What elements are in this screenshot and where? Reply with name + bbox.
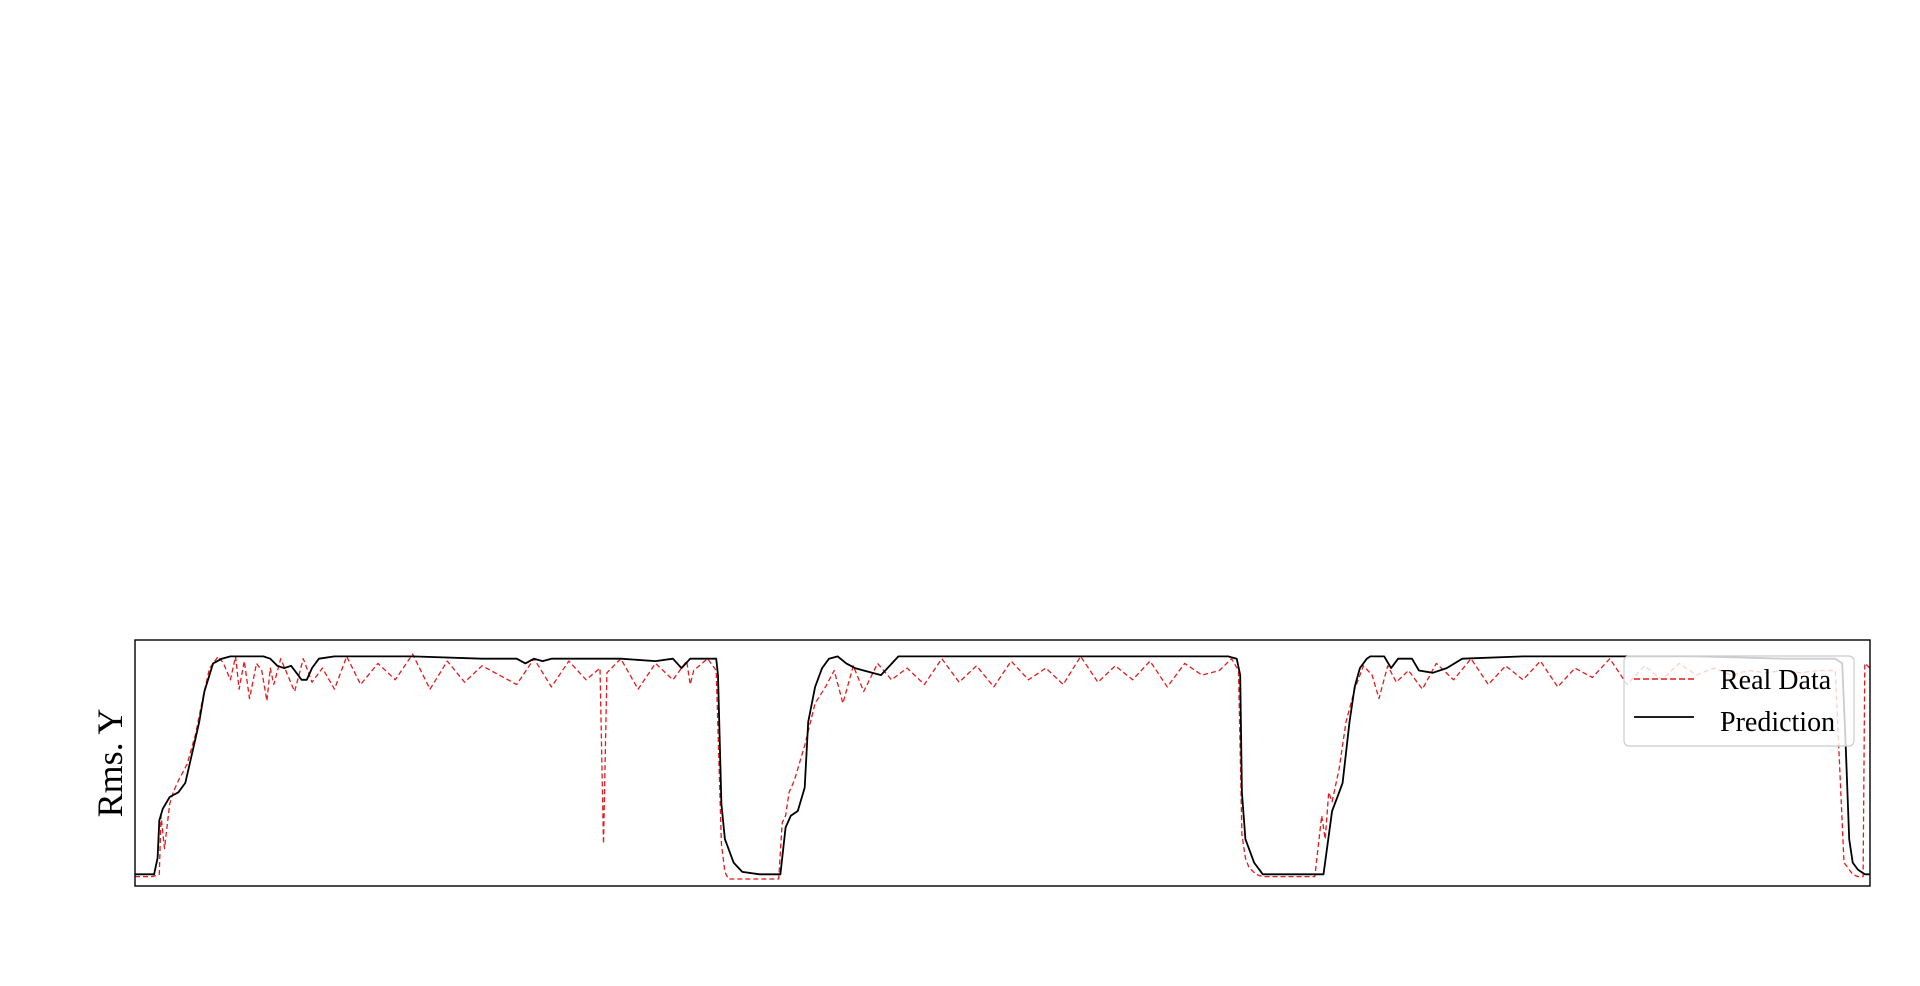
legend-real-data-label: Real Data [1720,665,1832,696]
plot-frame [134,639,1871,887]
y-axis-label: Rms. Y [90,709,130,818]
plot-lines [135,653,1871,880]
series-line-real-data [135,653,1871,880]
series-line-prediction [135,655,1870,876]
legend: Real Data Prediction [1623,655,1855,747]
legend-prediction-label: Prediction [1720,707,1835,738]
